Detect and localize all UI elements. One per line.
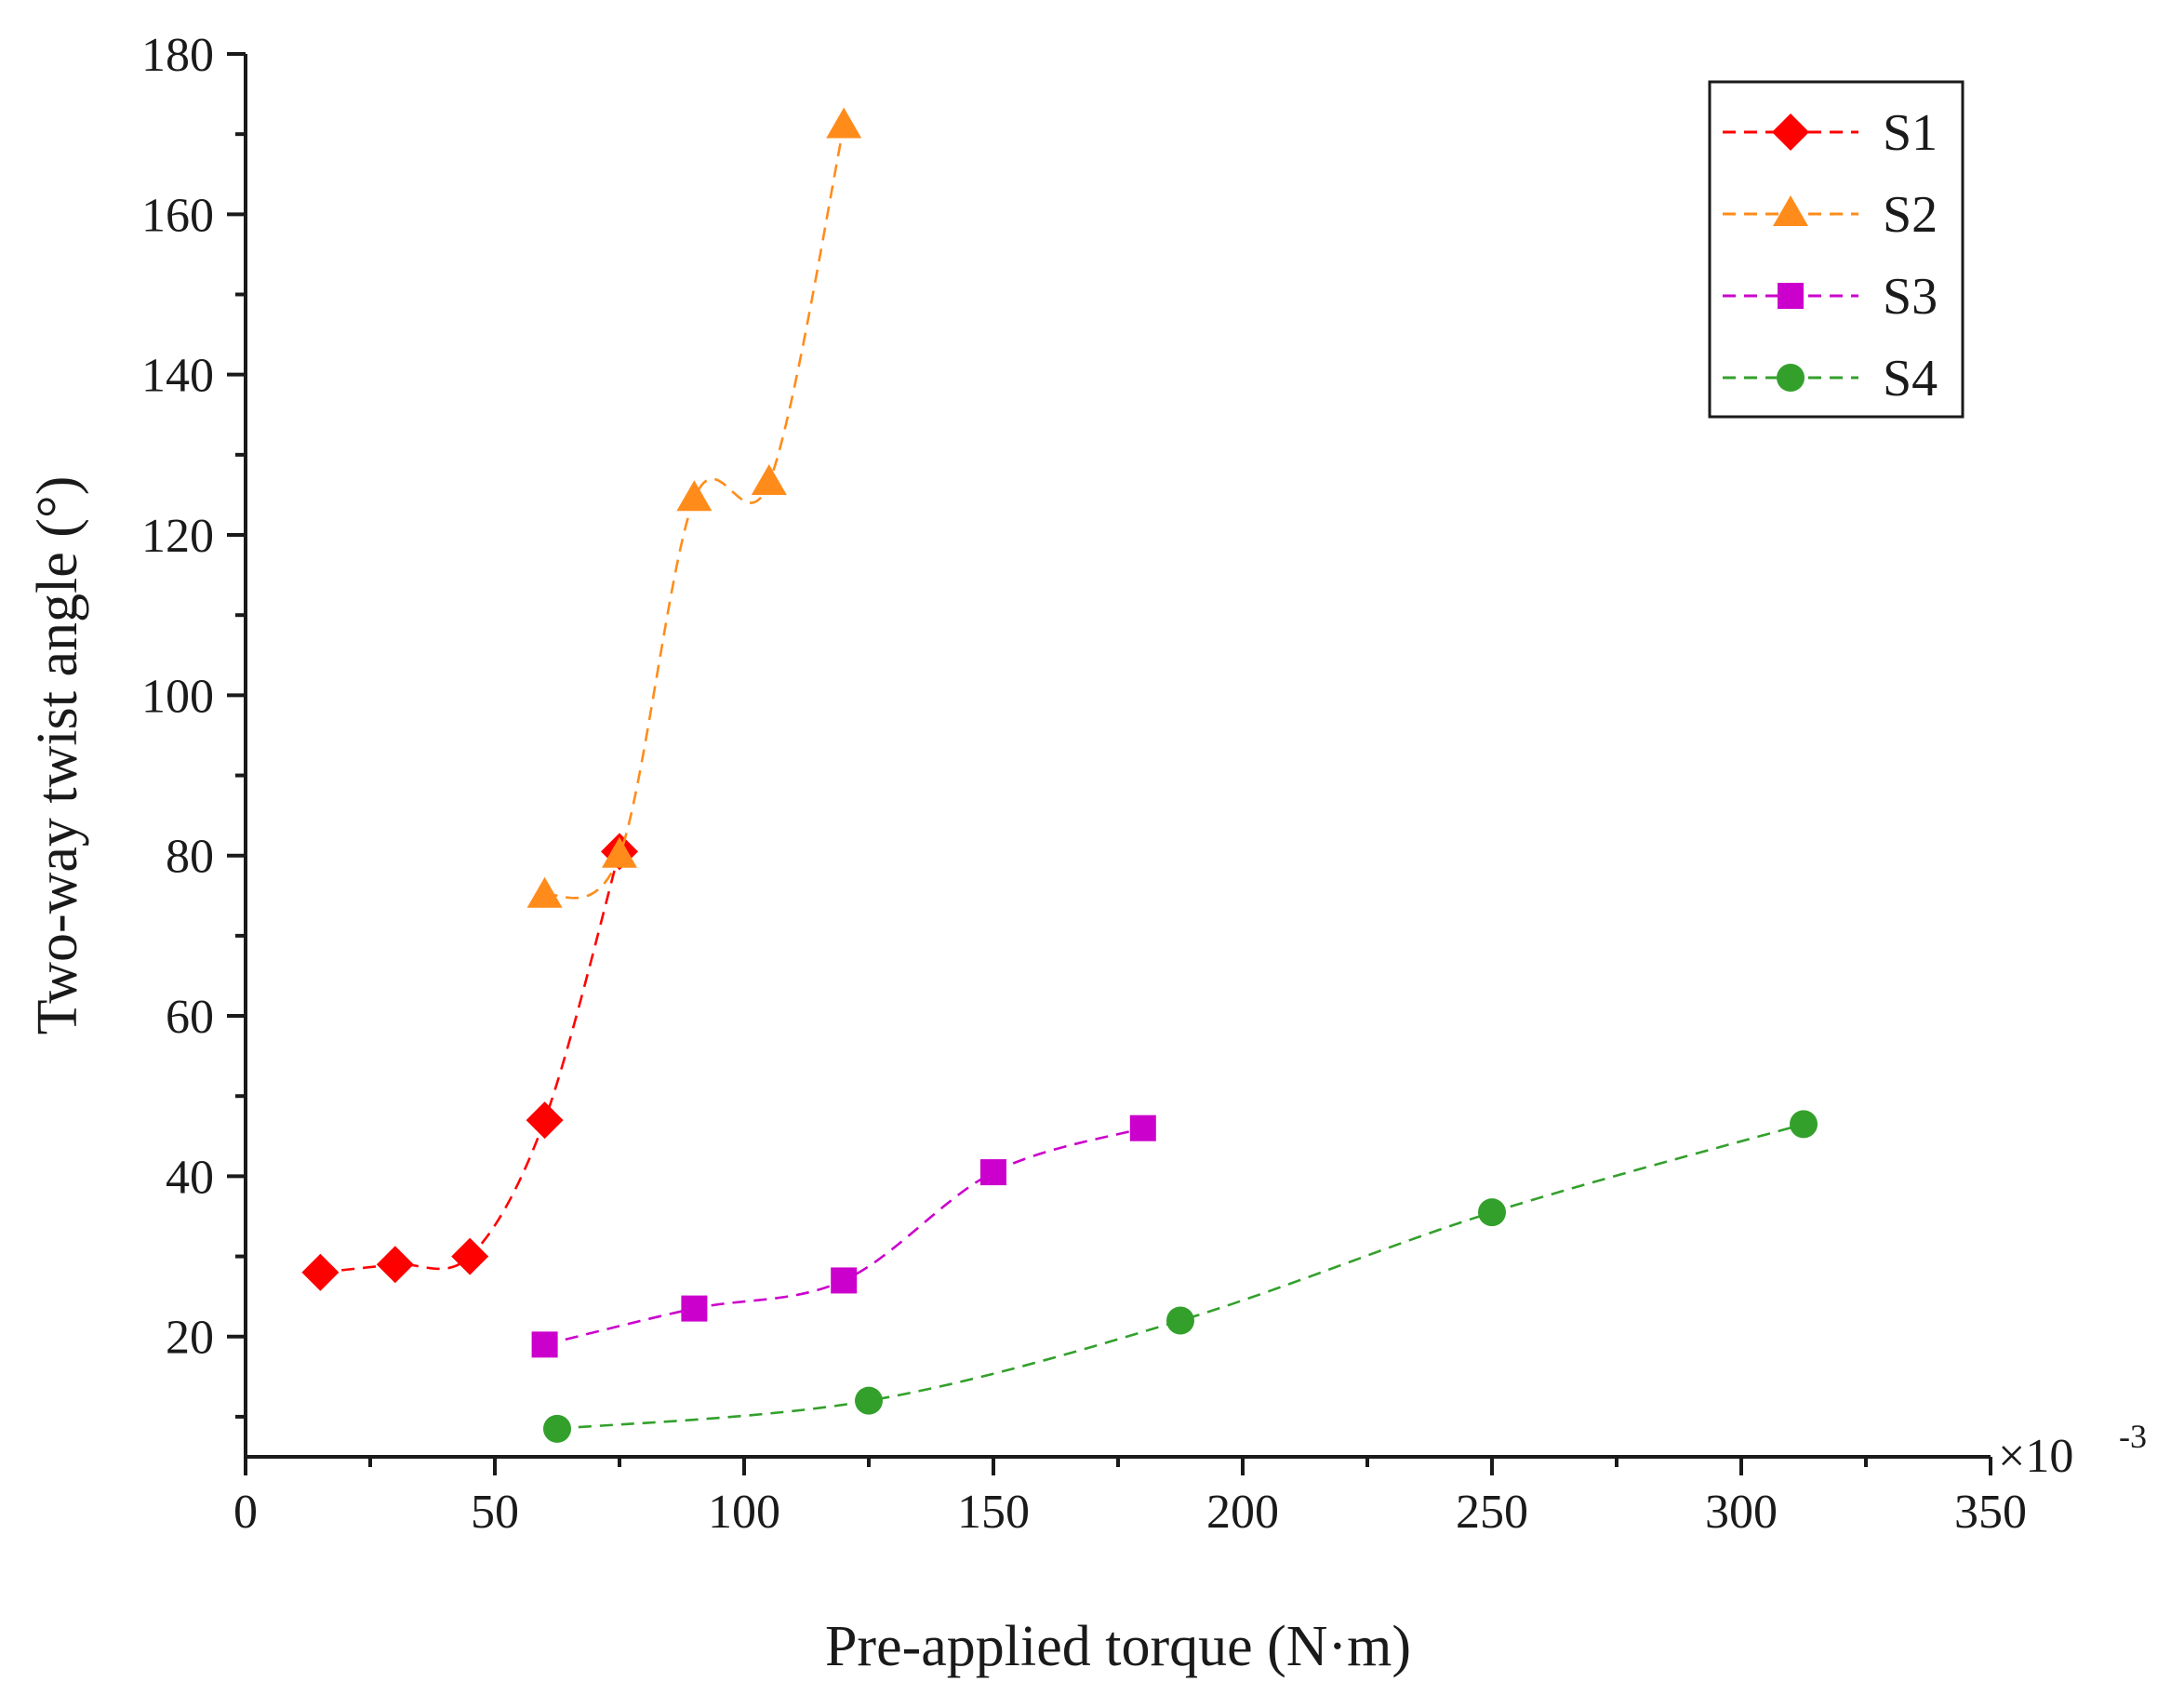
x-scale-exponent: -3 bbox=[2119, 1418, 2147, 1455]
series-s3-point bbox=[1129, 1114, 1156, 1141]
series-s1-point bbox=[526, 1101, 564, 1140]
y-axis-title: Two-way twist angle (°) bbox=[26, 476, 89, 1035]
series-s2-point bbox=[676, 480, 713, 512]
y-tick-label: 160 bbox=[141, 189, 214, 242]
legend-item-s2: S2 bbox=[1723, 186, 1938, 244]
series-s1-line bbox=[320, 851, 621, 1274]
y-tick-label: 180 bbox=[141, 29, 214, 82]
y-tick-label: 40 bbox=[166, 1151, 214, 1204]
y-tick-label: 120 bbox=[141, 510, 214, 563]
tick-labels: 0 50 100 150 200 250 300 350 20 40 60 80 100 120 140 16… bbox=[141, 29, 2027, 1539]
series-s3-point bbox=[531, 1331, 558, 1358]
series-s3-point bbox=[980, 1159, 1006, 1186]
series-s2-point bbox=[826, 107, 862, 139]
legend-label-s3: S3 bbox=[1883, 268, 1938, 326]
series-s2-point bbox=[751, 464, 787, 496]
legend-marker-s2 bbox=[1773, 195, 1808, 226]
x-tick-label: 100 bbox=[708, 1486, 780, 1539]
series-s4-point bbox=[1478, 1198, 1506, 1227]
series-s4 bbox=[543, 1110, 1818, 1443]
x-scale-label: ×10 bbox=[1998, 1430, 2073, 1483]
x-tick-label: 50 bbox=[471, 1486, 519, 1539]
legend-label-s4: S4 bbox=[1883, 350, 1938, 407]
y-tick-label: 20 bbox=[166, 1312, 214, 1365]
x-tick-label: 300 bbox=[1705, 1486, 1778, 1539]
x-axis-title: Pre-applied torque (N·m) bbox=[825, 1615, 1411, 1678]
x-tick-label: 0 bbox=[233, 1486, 258, 1539]
y-tick-label: 140 bbox=[141, 350, 214, 403]
series-s2-point bbox=[602, 836, 637, 868]
series-s1-point bbox=[451, 1237, 489, 1275]
legend-item-s1: S1 bbox=[1723, 104, 1938, 162]
series-s4-point bbox=[1166, 1306, 1194, 1335]
series-s3-point bbox=[681, 1295, 708, 1322]
series-s4-point bbox=[543, 1414, 571, 1443]
ticks bbox=[227, 52, 1992, 1475]
legend-marker-s1 bbox=[1772, 113, 1809, 151]
series-s3-point bbox=[831, 1267, 858, 1294]
series-s2-line bbox=[543, 126, 846, 900]
legend-box bbox=[1708, 80, 1965, 419]
series-layer bbox=[301, 107, 1818, 1443]
series-s4-line bbox=[556, 1123, 1805, 1431]
legend-label-s2: S2 bbox=[1883, 186, 1938, 244]
legend-marker-s3 bbox=[1778, 283, 1804, 309]
series-s3-line bbox=[544, 1127, 1144, 1346]
legend-item-s3: S3 bbox=[1723, 268, 1938, 326]
x-tick-label: 200 bbox=[1206, 1486, 1279, 1539]
y-tick-label: 100 bbox=[141, 670, 214, 723]
series-s1 bbox=[301, 833, 638, 1291]
legend: S1 S2 S3 S4 bbox=[1708, 80, 1965, 419]
series-s1-point bbox=[376, 1246, 414, 1284]
y-tick-label: 80 bbox=[166, 831, 214, 884]
series-s4-point bbox=[855, 1386, 883, 1415]
series-s2 bbox=[526, 107, 862, 908]
legend-label-s1: S1 bbox=[1883, 104, 1938, 162]
x-scale-multiplier: ×10 -3 bbox=[1998, 1418, 2147, 1483]
y-tick-label: 60 bbox=[166, 991, 214, 1044]
x-tick-label: 350 bbox=[1954, 1486, 2027, 1539]
series-s4-point bbox=[1790, 1110, 1818, 1139]
x-tick-label: 150 bbox=[957, 1486, 1030, 1539]
series-s2-point bbox=[526, 876, 563, 908]
x-tick-label: 250 bbox=[1456, 1486, 1528, 1539]
series-s1-point bbox=[301, 1253, 340, 1291]
legend-item-s4: S4 bbox=[1723, 350, 1938, 407]
legend-marker-s4 bbox=[1777, 364, 1805, 392]
series-s3 bbox=[531, 1114, 1156, 1358]
